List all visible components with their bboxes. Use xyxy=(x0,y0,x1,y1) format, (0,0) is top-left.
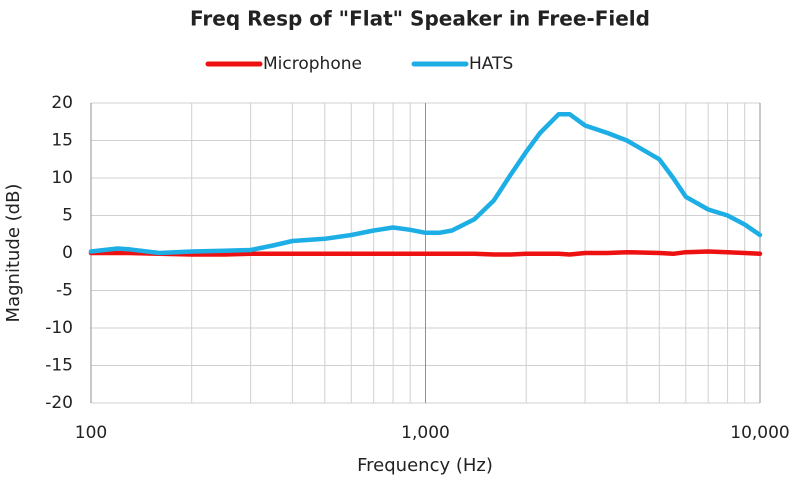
plot xyxy=(88,112,763,257)
y-tick-label: 5 xyxy=(62,206,73,226)
y-tick-label: -20 xyxy=(45,393,73,413)
legend-label: Microphone xyxy=(263,54,362,74)
x-tick-label: 1,000 xyxy=(401,423,450,443)
y-tick-label: 20 xyxy=(51,93,73,113)
legend: Microphone HATS xyxy=(205,54,513,74)
y-tick-label: 10 xyxy=(51,168,73,188)
series-line xyxy=(88,112,763,256)
series-line xyxy=(88,249,763,257)
y-tick-label: -5 xyxy=(56,281,73,301)
x-axis-label: Frequency (Hz) xyxy=(357,455,493,476)
x-tick-label: 100 xyxy=(75,423,107,443)
y-axis-label: Magnitude (dB) xyxy=(3,184,24,323)
y-tick-label: -15 xyxy=(45,356,73,376)
x-tick-label: 10,000 xyxy=(730,423,789,443)
chart-title: Freq Resp of "Flat" Speaker in Free-Fiel… xyxy=(190,7,650,31)
y-tick-label: 0 xyxy=(62,243,73,263)
y-tick-label: -10 xyxy=(45,318,73,338)
legend-label: HATS xyxy=(469,54,513,74)
y-tick-label: 15 xyxy=(51,131,73,151)
